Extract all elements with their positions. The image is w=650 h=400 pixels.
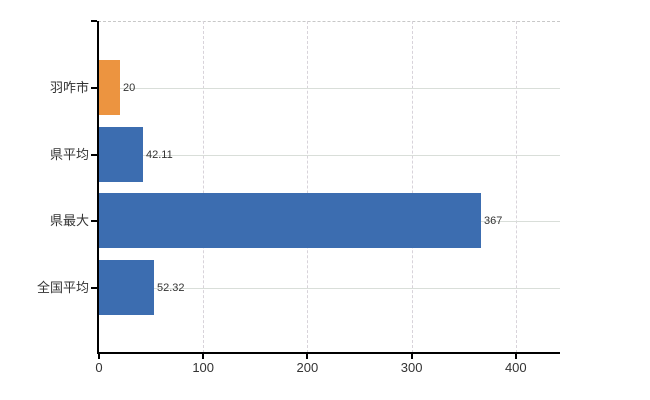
x-axis-line: [97, 352, 560, 354]
y-axis-line: [97, 21, 99, 353]
bar[interactable]: [99, 260, 154, 316]
y-axis-top-tick: [91, 20, 97, 22]
bar[interactable]: [99, 126, 143, 182]
plot-top-border: [98, 21, 560, 22]
bar[interactable]: [99, 60, 120, 115]
y-axis-tick: [91, 87, 97, 89]
y-axis-category-label: 県平均: [49, 146, 89, 162]
y-axis-tick: [91, 153, 97, 156]
x-axis-tick-label: 400: [504, 360, 527, 375]
y-axis-tick: [91, 287, 97, 290]
x-axis-tick: [410, 353, 413, 359]
bar[interactable]: [99, 193, 481, 249]
bar-value-label: 20: [123, 82, 136, 94]
category-gridline: [99, 288, 560, 290]
y-axis-category-label: 県最大: [49, 213, 89, 229]
x-axis-tick: [306, 353, 309, 359]
category-gridline: [99, 88, 560, 89]
vertical-gridline: [307, 21, 309, 353]
x-axis-tick-label: 100: [192, 360, 215, 375]
vertical-gridline: [411, 21, 413, 353]
x-axis-tick-label: 200: [296, 360, 319, 375]
x-axis-tick: [98, 353, 100, 359]
vertical-gridline: [203, 21, 205, 353]
bar-value-label: 52.32: [157, 282, 185, 295]
vertical-gridline: [515, 21, 517, 353]
x-axis-tick-label: 0: [95, 360, 103, 375]
x-axis-tick: [514, 353, 517, 359]
bar-value-label: 42.11: [146, 148, 173, 161]
bar-value-label: 367: [484, 215, 503, 228]
category-gridline: [99, 154, 560, 156]
x-axis-tick-label: 300: [400, 360, 423, 375]
x-axis-tick: [202, 353, 205, 359]
y-axis-tick: [91, 220, 97, 223]
y-axis-category-label: 全国平均: [36, 280, 89, 296]
y-axis-category-label: 羽咋市: [49, 80, 89, 95]
